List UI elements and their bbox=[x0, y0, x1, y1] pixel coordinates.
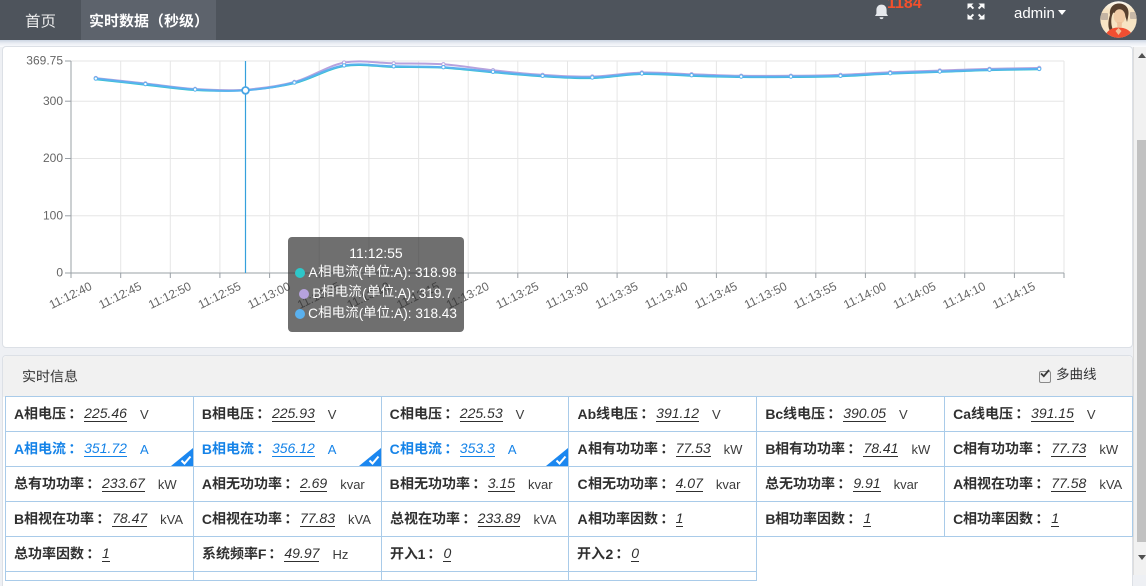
svg-text:100: 100 bbox=[43, 208, 63, 222]
svg-text:11:14:10: 11:14:10 bbox=[940, 279, 988, 312]
svg-text:11:12:50: 11:12:50 bbox=[146, 279, 194, 312]
svg-text:11:14:05: 11:14:05 bbox=[891, 279, 939, 312]
svg-text:11:12:40: 11:12:40 bbox=[47, 279, 95, 312]
svg-text:11:12:55: 11:12:55 bbox=[196, 279, 244, 312]
svg-text:11:13:50: 11:13:50 bbox=[742, 279, 790, 312]
svg-text:369.75: 369.75 bbox=[26, 54, 63, 68]
svg-text:300: 300 bbox=[43, 94, 63, 108]
svg-text:0: 0 bbox=[56, 266, 63, 280]
svg-text:11:13:45: 11:13:45 bbox=[692, 279, 740, 312]
svg-text:11:14:00: 11:14:00 bbox=[841, 279, 889, 312]
svg-text:11:13:55: 11:13:55 bbox=[791, 279, 839, 312]
svg-text:200: 200 bbox=[43, 151, 63, 165]
svg-text:11:13:25: 11:13:25 bbox=[494, 279, 542, 312]
svg-text:11:13:35: 11:13:35 bbox=[593, 279, 641, 312]
svg-text:11:14:15: 11:14:15 bbox=[990, 279, 1038, 312]
svg-text:11:13:00: 11:13:00 bbox=[245, 279, 293, 312]
svg-text:11:12:45: 11:12:45 bbox=[96, 279, 144, 312]
svg-text:11:13:30: 11:13:30 bbox=[543, 279, 591, 312]
svg-text:11:13:40: 11:13:40 bbox=[643, 279, 691, 312]
